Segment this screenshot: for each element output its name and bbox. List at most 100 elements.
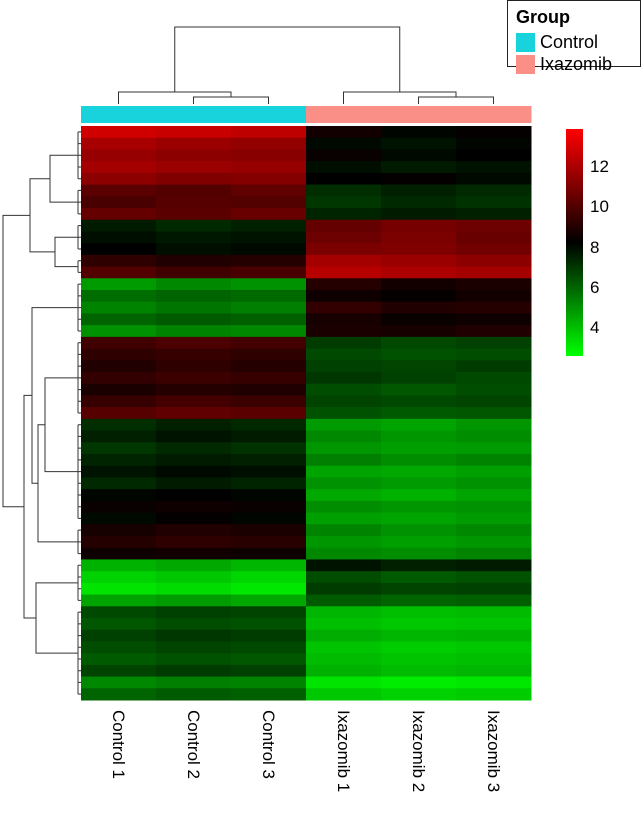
heatmap-cell bbox=[456, 536, 532, 549]
heatmap-cell bbox=[381, 161, 457, 174]
heatmap-cell bbox=[231, 360, 307, 373]
heatmap-cell bbox=[156, 172, 232, 186]
heatmap-cell bbox=[81, 336, 157, 350]
heatmap-cell bbox=[156, 500, 232, 514]
heatmap-cell bbox=[381, 372, 457, 385]
heatmap-cell bbox=[81, 571, 157, 584]
heatmap-cell bbox=[81, 149, 157, 162]
heatmap-cell bbox=[456, 512, 532, 525]
heatmap-cell bbox=[306, 383, 382, 396]
heatmap-cell bbox=[231, 301, 307, 314]
heatmap-cell bbox=[156, 313, 232, 326]
heatmap-cell bbox=[381, 360, 457, 373]
column-label: Ixazomib 2 bbox=[409, 710, 428, 793]
heatmap-cell bbox=[306, 149, 382, 162]
heatmap-cell bbox=[456, 454, 532, 467]
heatmap-cell bbox=[381, 594, 457, 607]
heatmap-cell bbox=[381, 313, 457, 326]
heatmap-cell bbox=[231, 325, 307, 338]
heatmap-cell bbox=[456, 407, 532, 420]
heatmap-cell bbox=[156, 208, 232, 221]
heatmap-cell bbox=[456, 290, 532, 303]
heatmap-cell bbox=[456, 653, 532, 666]
heatmap-cell bbox=[381, 547, 457, 560]
heatmap-cell bbox=[306, 348, 382, 361]
heatmap-cell bbox=[156, 477, 232, 490]
heatmap-cell bbox=[381, 336, 457, 350]
heatmap-cell bbox=[81, 313, 157, 326]
heatmap-cell bbox=[456, 465, 532, 478]
column-dendrogram-branch bbox=[118, 91, 232, 104]
heatmap-cell bbox=[381, 641, 457, 654]
legend-label-ixazomib: Ixazomib bbox=[540, 54, 613, 74]
heatmap-cell bbox=[381, 348, 457, 361]
heatmap-cell bbox=[231, 395, 307, 408]
heatmap-cell bbox=[156, 137, 232, 150]
heatmap-cell bbox=[231, 243, 307, 256]
heatmap-cell bbox=[231, 653, 307, 666]
heatmap-cell bbox=[456, 137, 532, 150]
heatmap-cell bbox=[81, 582, 157, 596]
heatmap-cell bbox=[456, 196, 532, 209]
heatmap-cell bbox=[231, 231, 307, 244]
heatmap-cell bbox=[231, 418, 307, 432]
heatmap-cell bbox=[381, 524, 457, 537]
heatmap-cell bbox=[231, 208, 307, 221]
heatmap-cell bbox=[381, 559, 457, 572]
heatmap-cell bbox=[381, 500, 457, 514]
heatmap-cell bbox=[81, 606, 157, 619]
heatmap-cell bbox=[456, 254, 532, 268]
heatmap-cell bbox=[306, 606, 382, 619]
heatmap-cell bbox=[456, 231, 532, 244]
heatmap-cell bbox=[81, 325, 157, 338]
heatmap-cell bbox=[306, 208, 382, 221]
heatmap-cell bbox=[306, 571, 382, 584]
heatmap-cell bbox=[231, 161, 307, 174]
heatmap-cell bbox=[306, 489, 382, 502]
heatmap-cell bbox=[456, 629, 532, 642]
heatmap-cell bbox=[456, 582, 532, 596]
heatmap-cell bbox=[306, 313, 382, 326]
heatmap-cell bbox=[81, 688, 157, 701]
heatmap-cell bbox=[231, 465, 307, 478]
heatmap-cell bbox=[81, 219, 157, 232]
heatmap-cell bbox=[81, 126, 157, 139]
heatmap-cell bbox=[81, 278, 157, 291]
heatmap-cell bbox=[81, 430, 157, 443]
heatmap-cell bbox=[231, 477, 307, 490]
heatmap-cell bbox=[231, 290, 307, 303]
heatmap-cell bbox=[81, 372, 157, 385]
heatmap-cell bbox=[156, 536, 232, 549]
heatmap-cell bbox=[456, 500, 532, 514]
heatmap-cell bbox=[306, 196, 382, 209]
heatmap-cell bbox=[81, 254, 157, 268]
row-dendrogram-branch bbox=[54, 236, 68, 268]
heatmap-cell bbox=[306, 559, 382, 572]
row-dendrogram-branch bbox=[29, 178, 55, 253]
heatmap-cell bbox=[306, 500, 382, 514]
heatmap-cell bbox=[381, 606, 457, 619]
heatmap-cell bbox=[306, 172, 382, 186]
heatmap-cell bbox=[456, 641, 532, 654]
heatmap-cell bbox=[81, 348, 157, 361]
heatmap-cell bbox=[306, 336, 382, 350]
heatmap-cell bbox=[306, 184, 382, 197]
heatmap-cell bbox=[231, 594, 307, 607]
heatmap-cell bbox=[231, 489, 307, 502]
group-annotation-cell bbox=[456, 106, 532, 123]
heatmap-cell bbox=[306, 582, 382, 596]
legend-entry-control: Control bbox=[516, 32, 598, 53]
heatmap-cell bbox=[81, 383, 157, 396]
group-annotation-cell bbox=[81, 106, 157, 123]
heatmap-cell bbox=[231, 372, 307, 385]
row-dendrogram-branch bbox=[49, 154, 68, 203]
row-dendrogram-branch bbox=[37, 424, 68, 543]
heatmap-cell bbox=[381, 442, 457, 455]
heatmap-cell bbox=[81, 618, 157, 631]
heatmap-cell bbox=[231, 407, 307, 420]
heatmap-cell bbox=[81, 629, 157, 642]
heatmap-cell bbox=[156, 465, 232, 478]
heatmap-cell bbox=[156, 594, 232, 607]
heatmap-cell bbox=[456, 161, 532, 174]
heatmap-cell bbox=[456, 571, 532, 584]
